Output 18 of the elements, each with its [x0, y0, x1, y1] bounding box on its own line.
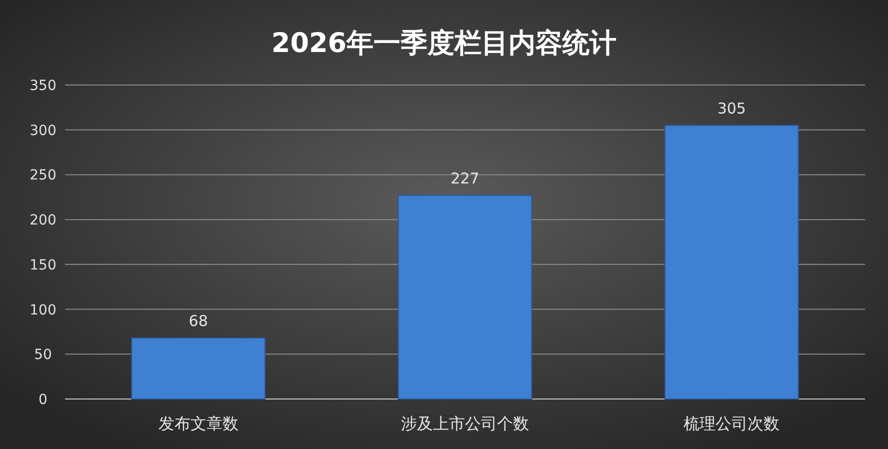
y-tick-label: 250 — [30, 168, 56, 184]
x-tick-label: 发布文章数 — [158, 414, 238, 433]
y-tick-label: 0 — [38, 392, 48, 408]
x-tick-label: 梳理公司次数 — [684, 414, 780, 433]
y-tick-label: 150 — [30, 257, 56, 274]
data-label: 68 — [188, 312, 208, 330]
y-tick-label: 350 — [30, 78, 56, 94]
y-tick-label: 200 — [30, 212, 56, 229]
data-label: 227 — [450, 169, 480, 188]
bar — [664, 124, 799, 400]
data-label: 305 — [717, 99, 746, 118]
bar — [398, 194, 532, 400]
x-tick-label: 涉及上市公司个数 — [401, 414, 529, 433]
y-tick-label: 100 — [30, 302, 56, 318]
bar — [131, 337, 266, 400]
chart-title: 2026年一季度栏目内容统计 — [271, 28, 617, 59]
y-tick-label: 50 — [34, 347, 52, 364]
y-tick-label: 300 — [30, 122, 56, 139]
